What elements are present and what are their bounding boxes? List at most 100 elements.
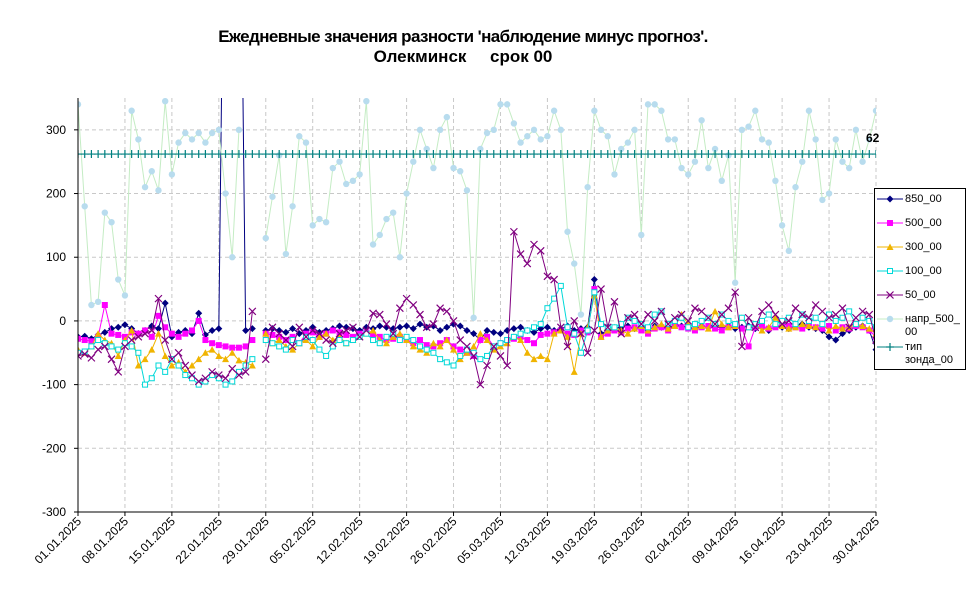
marker [436, 326, 444, 334]
marker [417, 343, 423, 350]
marker [403, 333, 410, 340]
marker [248, 307, 257, 316]
series-line [242, 98, 253, 332]
marker [309, 342, 317, 350]
marker [336, 322, 344, 330]
marker [450, 164, 457, 172]
marker [531, 340, 537, 347]
marker [590, 276, 598, 284]
marker [174, 348, 183, 357]
marker [805, 107, 813, 114]
marker [758, 136, 766, 143]
x-tick-label: 05.03.2025 [454, 514, 507, 567]
marker [456, 322, 464, 330]
marker [356, 171, 363, 178]
marker [349, 177, 357, 184]
marker [765, 311, 772, 318]
marker [846, 308, 853, 315]
marker [718, 327, 725, 334]
marker [670, 150, 679, 159]
marker [268, 150, 277, 159]
marker [630, 310, 639, 319]
marker [168, 171, 176, 178]
marker [664, 150, 673, 159]
marker [208, 129, 216, 137]
marker [323, 352, 330, 359]
marker [684, 150, 693, 159]
marker [78, 101, 82, 108]
marker [282, 328, 290, 336]
marker [678, 164, 685, 172]
marker [503, 326, 511, 334]
marker [396, 333, 403, 340]
marker [597, 285, 605, 294]
marker [430, 164, 437, 172]
marker [208, 150, 217, 159]
marker [812, 314, 819, 321]
marker [725, 317, 732, 324]
marker [765, 323, 773, 331]
marker [550, 150, 559, 159]
marker [450, 362, 457, 369]
marker [430, 349, 437, 356]
marker [269, 193, 276, 200]
marker [704, 150, 713, 159]
marker [262, 234, 269, 242]
marker [583, 150, 592, 159]
marker [550, 330, 558, 337]
marker [832, 322, 840, 330]
y-tick-label: -200 [42, 441, 66, 455]
marker [872, 336, 876, 344]
marker [389, 329, 398, 338]
marker [416, 310, 424, 319]
marker [658, 324, 665, 331]
marker [536, 150, 545, 159]
marker [249, 337, 256, 344]
marker [691, 327, 698, 334]
y-tick-label: 0 [59, 314, 66, 328]
marker [886, 195, 894, 203]
marker [188, 150, 196, 159]
marker [651, 101, 658, 108]
marker [819, 196, 826, 204]
marker [745, 343, 752, 350]
marker [657, 150, 666, 159]
marker [322, 336, 331, 344]
marker [624, 139, 632, 146]
marker [496, 150, 505, 159]
marker [598, 321, 605, 328]
grid [77, 98, 877, 513]
marker [664, 320, 673, 329]
marker [148, 168, 155, 175]
marker [489, 150, 498, 159]
marker [590, 150, 599, 159]
marker [677, 310, 686, 319]
marker [168, 330, 175, 337]
marker [315, 150, 324, 159]
marker [771, 314, 779, 321]
marker [81, 337, 88, 344]
marker [141, 150, 150, 159]
marker [651, 311, 658, 318]
legend-label: напр_500_00 [905, 313, 960, 338]
marker [510, 120, 518, 127]
x-tick-label: 15.01.2025 [126, 514, 179, 567]
marker [175, 362, 182, 369]
marker [523, 349, 531, 356]
marker [289, 333, 296, 340]
marker [262, 337, 269, 344]
marker [852, 126, 860, 134]
marker [188, 362, 196, 369]
marker [637, 150, 646, 159]
legend-swatch [877, 315, 903, 323]
marker [826, 323, 833, 330]
marker [457, 352, 464, 359]
marker [576, 150, 585, 159]
marker [174, 150, 183, 159]
marker [886, 343, 894, 351]
marker [416, 126, 424, 134]
marker [638, 327, 645, 334]
marker [308, 150, 317, 159]
marker [517, 323, 525, 331]
marker [134, 150, 143, 159]
